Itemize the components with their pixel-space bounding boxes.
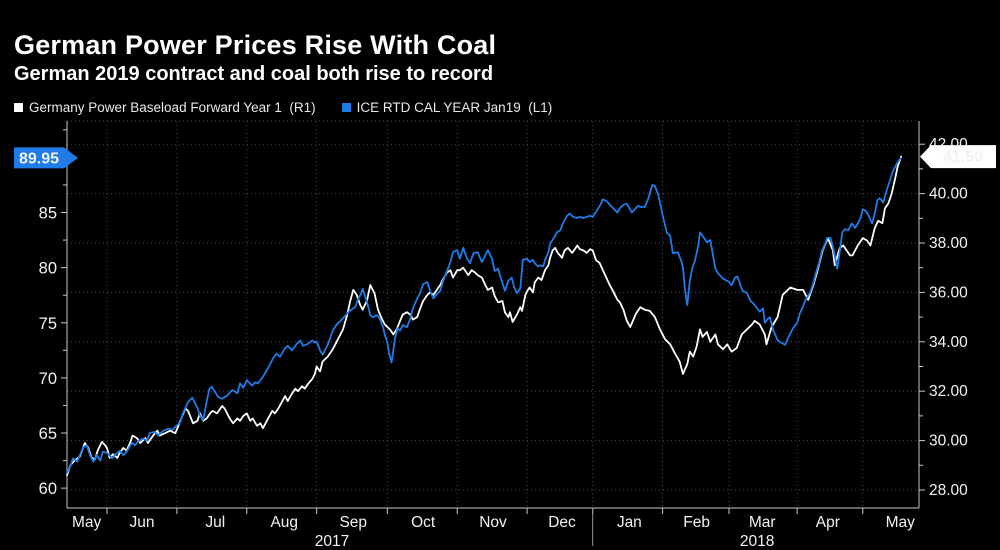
left-axis-tick-label: 80 xyxy=(39,260,57,278)
month-label: Oct xyxy=(411,514,436,531)
month-label: Aug xyxy=(270,514,298,531)
month-label: Mar xyxy=(749,514,776,531)
month-label: May xyxy=(72,514,102,531)
legend-item-power[interactable]: Germany Power Baseload Forward Year 1 (R… xyxy=(14,100,316,115)
right-axis-tick-label: 34.00 xyxy=(929,334,968,351)
left-axis-tick-label: 85 xyxy=(39,205,57,223)
month-label: Dec xyxy=(548,514,576,531)
left-axis-tick-label: 70 xyxy=(39,370,57,388)
month-label: Jun xyxy=(129,514,154,531)
left-axis-tick-label: 75 xyxy=(39,315,57,333)
month-label: Nov xyxy=(479,514,507,531)
year-label: 2017 xyxy=(315,533,349,550)
series-line-l1 xyxy=(66,157,902,474)
year-label: 2018 xyxy=(740,533,774,550)
month-label: May xyxy=(886,514,916,531)
left-axis-tick-label: 65 xyxy=(39,425,57,443)
left-axis-badge xyxy=(14,147,78,169)
right-axis-tick-label: 36.00 xyxy=(929,284,968,301)
right-axis-badge-label: 41.50 xyxy=(943,149,983,166)
left-axis-tick-label: 60 xyxy=(39,480,57,498)
chart-title: German Power Prices Rise With Coal xyxy=(14,30,497,60)
legend: Germany Power Baseload Forward Year 1 (R… xyxy=(14,100,552,115)
right-axis-tick-label: 28.00 xyxy=(929,482,968,499)
chart-subtitle: German 2019 contract and coal both rise … xyxy=(14,63,494,85)
right-axis-badge xyxy=(920,145,996,169)
legend-label-coal: ICE RTD CAL YEAR Jan19 (L1) xyxy=(356,100,553,115)
right-axis-tick-label: 40.00 xyxy=(929,186,968,203)
right-axis-tick-label: 32.00 xyxy=(929,383,968,400)
month-label: Jul xyxy=(205,514,225,531)
month-label: Sep xyxy=(339,514,367,531)
right-axis-tick-label: 30.00 xyxy=(929,433,968,450)
month-label: Apr xyxy=(816,514,840,531)
month-label: Feb xyxy=(683,514,710,531)
right-axis-tick-label: 38.00 xyxy=(929,235,968,252)
left-axis-badge-label: 89.95 xyxy=(19,150,59,167)
month-label: Jan xyxy=(617,514,642,531)
legend-label-power: Germany Power Baseload Forward Year 1 (R… xyxy=(29,100,316,115)
legend-swatch-coal xyxy=(341,103,351,112)
series-line-r1 xyxy=(66,155,902,477)
legend-item-coal[interactable]: ICE RTD CAL YEAR Jan19 (L1) xyxy=(341,100,553,115)
legend-swatch-power xyxy=(14,103,23,112)
